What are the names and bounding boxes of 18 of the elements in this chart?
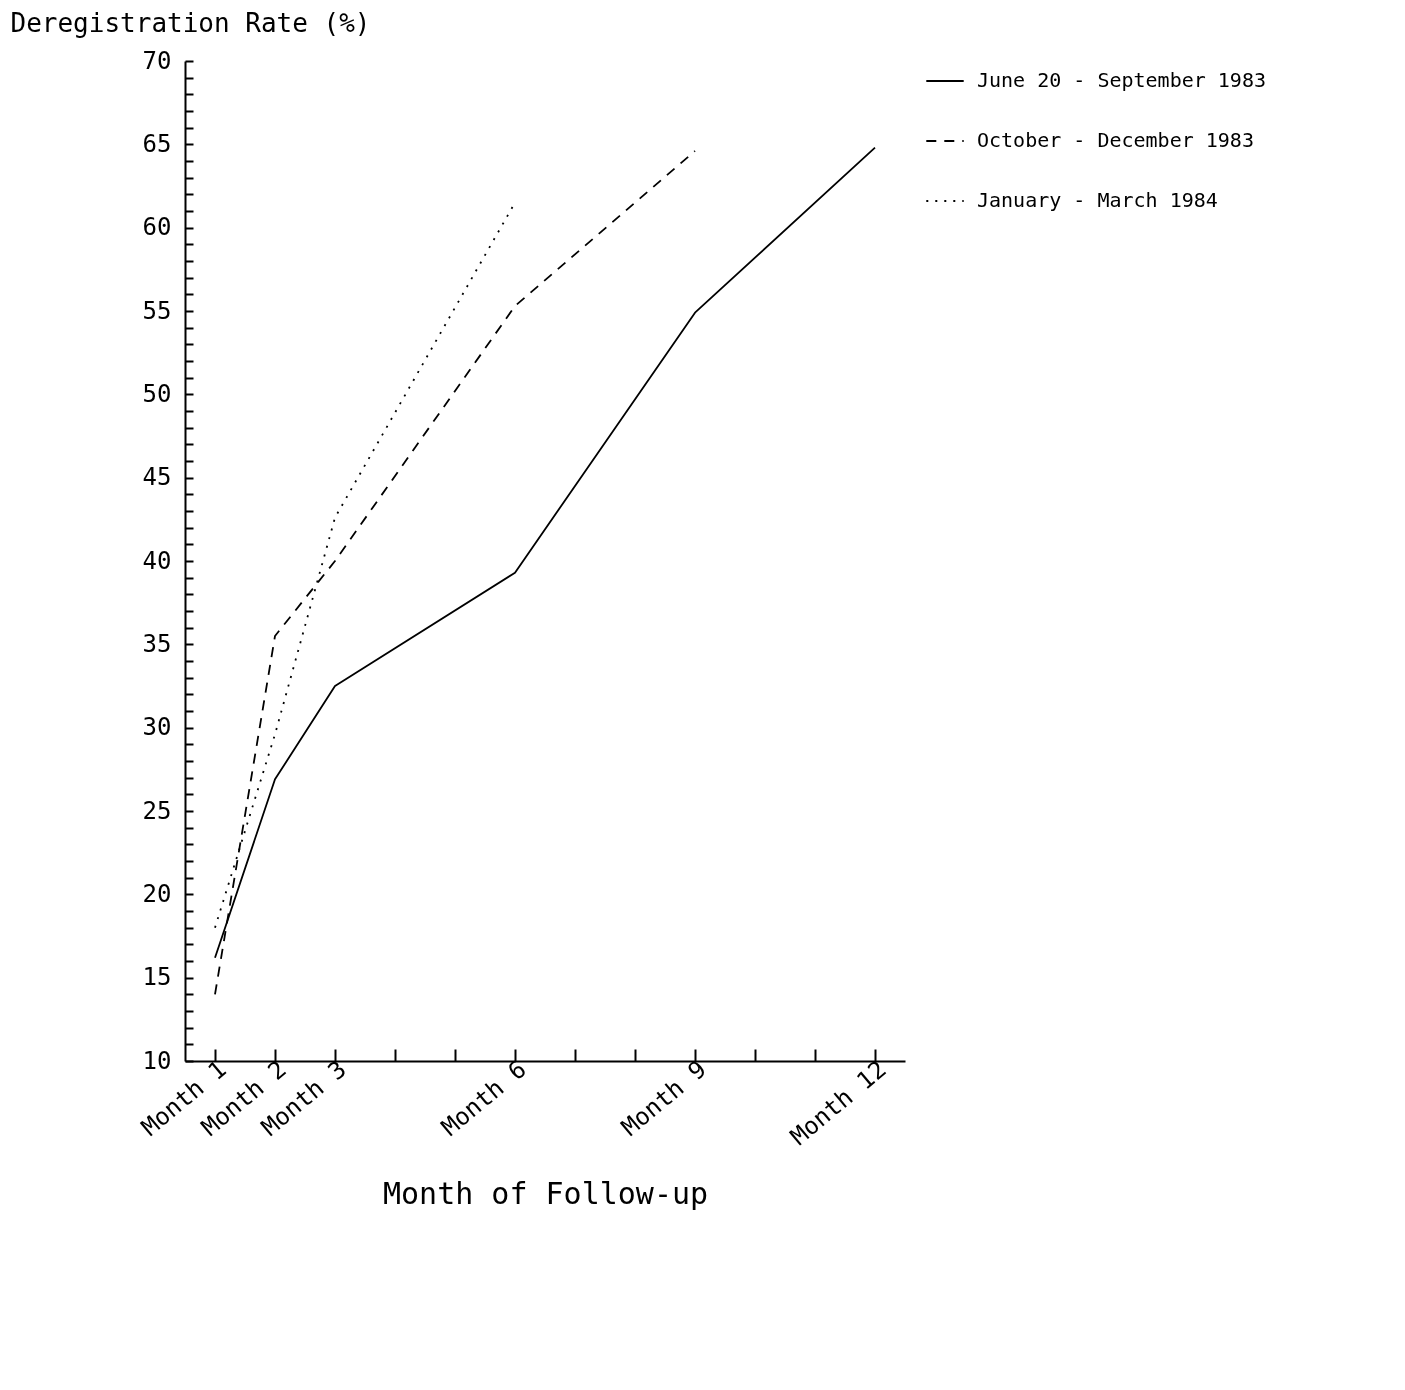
y-tick-label: 45 xyxy=(142,463,172,492)
y-tick-label: 50 xyxy=(142,379,172,408)
y-tick-label: 30 xyxy=(142,713,172,742)
y-tick-label: 40 xyxy=(142,546,172,575)
y-tick-label: 25 xyxy=(142,796,172,825)
y-tick-label: 35 xyxy=(142,629,172,658)
legend-label: October - December 1983 xyxy=(977,128,1254,152)
y-tick-label: 15 xyxy=(142,963,172,992)
y-tick-label: 60 xyxy=(142,213,172,242)
x-axis-title: Month of Follow-up xyxy=(382,1176,709,1212)
legend-label: January - March 1984 xyxy=(977,188,1218,212)
legend-label: June 20 - September 1983 xyxy=(977,68,1266,92)
y-tick-label: 10 xyxy=(142,1046,172,1075)
y-axis-title: Deregistration Rate (%) xyxy=(10,7,371,38)
y-tick-label: 20 xyxy=(142,879,172,908)
y-tick-label: 65 xyxy=(142,129,172,158)
y-tick-label: 55 xyxy=(142,296,172,325)
y-tick-label: 70 xyxy=(142,46,172,75)
